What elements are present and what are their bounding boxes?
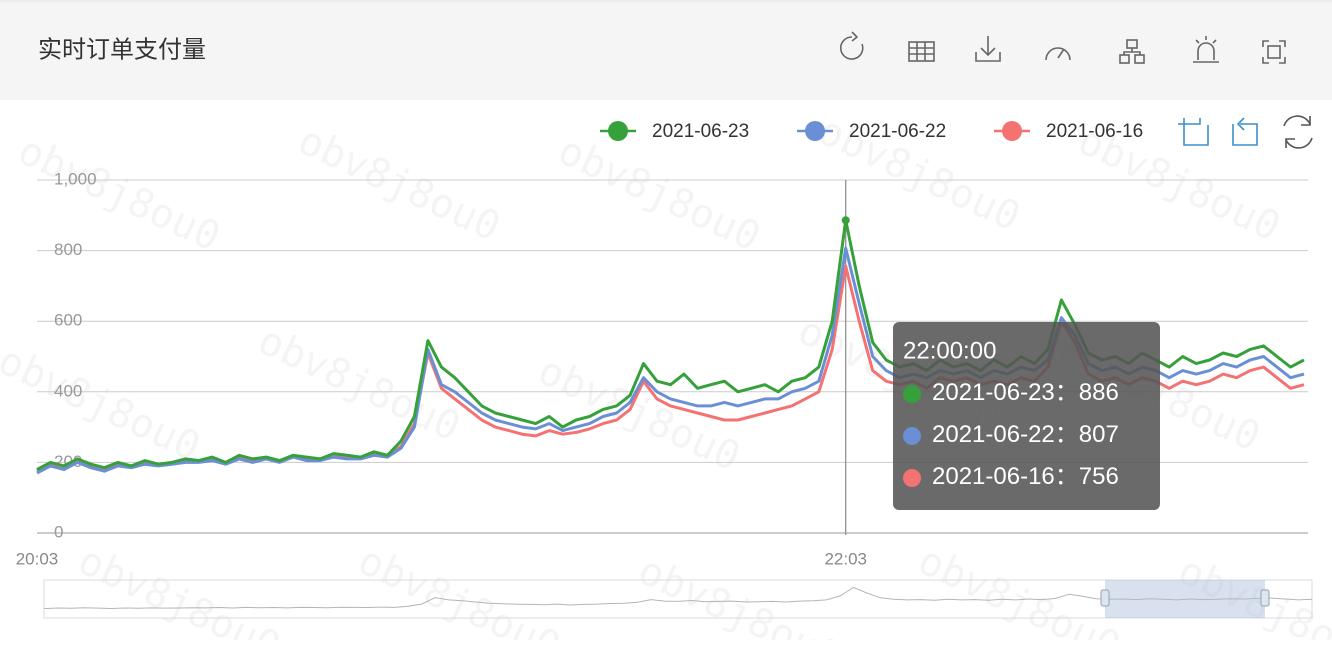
tooltip-value: 886 (1079, 379, 1119, 406)
x-tick-label: 22:03 (824, 549, 867, 568)
tooltip-entry: 2021-06-22：807 (932, 421, 1119, 448)
tooltip-dot (903, 385, 921, 403)
legend-label[interactable]: 2021-06-16 (1046, 121, 1143, 142)
hover-point (841, 216, 850, 225)
tooltip-separator: ： (1055, 463, 1079, 490)
tooltip-separator: ： (1055, 379, 1079, 406)
watermark: obv8j8ou0 (11, 127, 227, 260)
tooltip: 22:00:002021-06-23：8862021-06-22：8072021… (893, 322, 1160, 510)
refresh-icon[interactable] (840, 36, 864, 60)
gauge-icon[interactable] (1045, 47, 1071, 61)
watermark: obv8j8ou0 (71, 537, 287, 640)
tooltip-box (893, 322, 1160, 510)
alarm-icon[interactable] (1193, 36, 1219, 63)
zoom-track (43, 579, 1313, 619)
table-icon[interactable] (908, 41, 935, 62)
zoom-icon[interactable] (1178, 118, 1209, 146)
zoom-window[interactable] (1105, 580, 1265, 618)
y-tick-label: 600 (54, 311, 82, 330)
tooltip-series-name: 2021-06-22 (932, 421, 1055, 448)
fullscreen-icon[interactable] (1262, 40, 1286, 64)
tooltip-value: 756 (1079, 463, 1119, 490)
panel-title: 实时订单支付量 (38, 36, 206, 63)
tooltip-series-name: 2021-06-23 (932, 379, 1055, 406)
chart-toolbox (1178, 117, 1258, 146)
hierarchy-icon[interactable] (1119, 39, 1145, 64)
watermark: obv8j8ou0 (531, 347, 747, 480)
y-tick-label: 800 (54, 240, 82, 259)
legend-dot (1002, 121, 1022, 141)
watermark: obv8j8ou0 (291, 117, 507, 250)
watermark: obv8j8ou0 (911, 537, 1127, 640)
toolbar (840, 31, 1286, 64)
header-bar (0, 0, 1332, 100)
zoom-reset-icon[interactable] (1232, 117, 1258, 146)
watermark: obv8j8ou0 (631, 547, 847, 640)
restore-icon[interactable] (1283, 115, 1313, 149)
y-tick-label: 1,000 (54, 169, 97, 188)
download-icon[interactable] (975, 36, 1001, 62)
tooltip-value: 807 (1079, 421, 1119, 448)
data-zoom (43, 579, 1313, 619)
y-tick-label: 400 (54, 381, 82, 400)
watermark: obv8j8ou0 (0, 337, 207, 470)
zoom-handle[interactable] (1100, 589, 1110, 607)
tooltip-entry: 2021-06-23：886 (932, 379, 1119, 406)
tooltip-entry: 2021-06-16：756 (932, 463, 1119, 490)
watermark: obv8j8ou0 (551, 127, 767, 260)
tooltip-series-name: 2021-06-16 (932, 463, 1055, 490)
tooltip-dot (903, 469, 921, 487)
legend-dot (608, 121, 628, 141)
x-tick-label: 20:03 (16, 549, 59, 568)
tooltip-separator: ： (1055, 421, 1079, 448)
legend-label[interactable]: 2021-06-22 (849, 121, 946, 142)
zoom-handle[interactable] (1260, 589, 1270, 607)
watermark: obv8j8ou0 (251, 317, 467, 450)
refresh-arrow (851, 31, 859, 42)
tooltip-title: 22:00:00 (903, 337, 996, 364)
legend-dot (805, 121, 825, 141)
tooltip-dot (903, 427, 921, 445)
y-tick-label: 0 (54, 522, 63, 541)
legend-label[interactable]: 2021-06-23 (652, 121, 749, 142)
watermark: obv8j8ou0 (351, 537, 567, 640)
